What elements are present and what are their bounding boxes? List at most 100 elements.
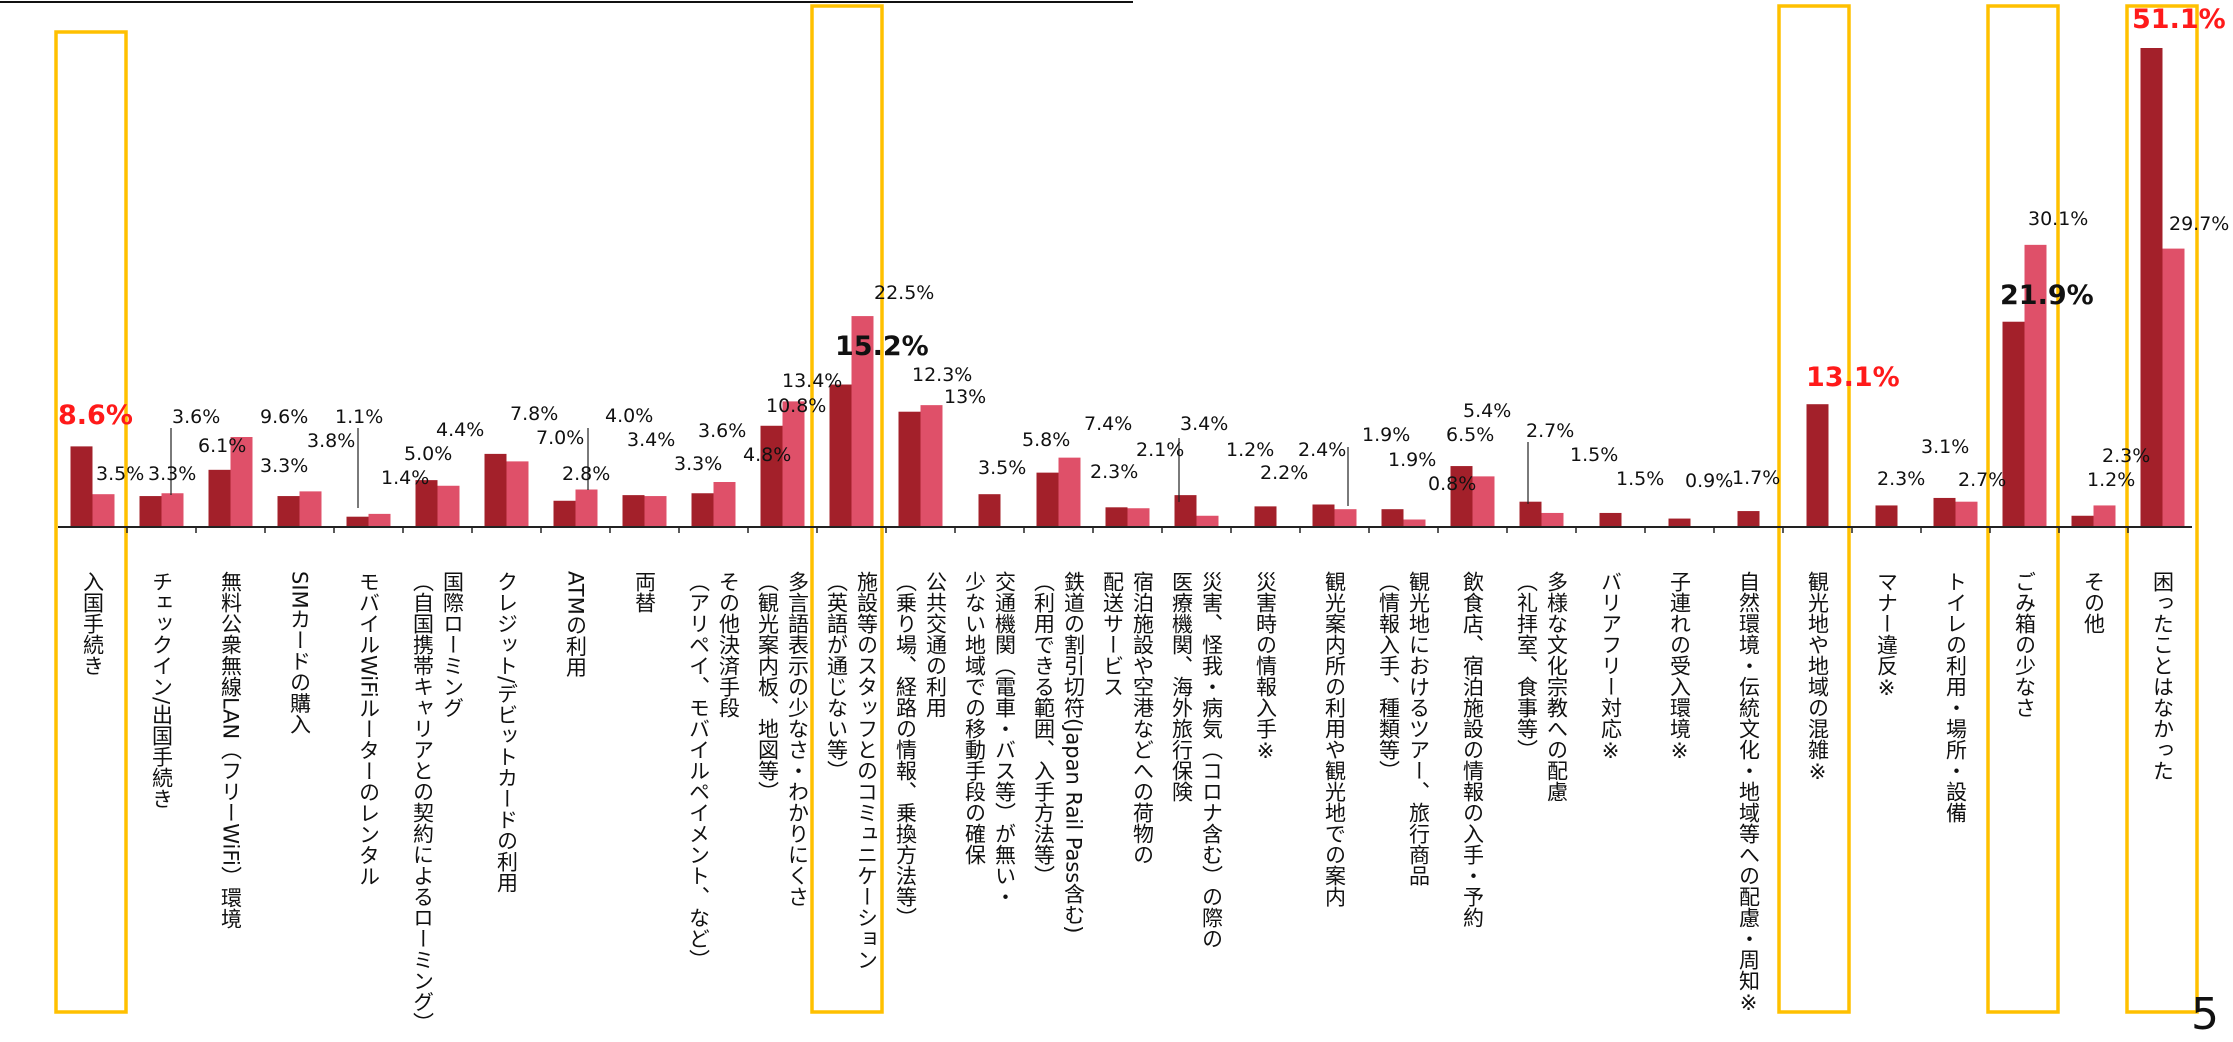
category-label: 災害時の情報入手※ [1254,571,1278,763]
category-label: 配送サービス [1101,571,1125,697]
category-label: ごみ箱の少なさ [2013,571,2037,718]
data-label: 4.0% [605,405,653,427]
data-label: 0.9% [1685,470,1733,492]
data-label: 3.3% [148,463,196,485]
bar [1381,509,1404,527]
bar [920,405,943,527]
bar [230,437,253,527]
category-label: 医療機関、海外旅行保険 [1170,571,1194,802]
data-label: 3.4% [1180,413,1228,435]
data-label: 3.6% [698,420,746,442]
data-label: 10.8% [766,395,826,417]
data-label: 6.1% [198,435,246,457]
data-label: 12.3% [912,364,972,386]
data-label: 2.3% [1877,468,1925,490]
bar [644,496,667,527]
data-label: 22.5% [874,282,934,304]
data-label: 2.3% [2102,445,2150,467]
bar [368,513,391,527]
category-label: 交通機関（電車・バス等）が無い・ [993,571,1017,907]
data-label: 2.7% [1526,420,1574,442]
data-label: 1.5% [1616,468,1664,490]
highlight-frame [54,30,128,1014]
bar [346,516,369,527]
data-label: 5.4% [1463,400,1511,422]
data-label: 13% [944,386,986,408]
category-label: 少ない地域での移動手段の確保 [963,571,987,865]
data-label: 29.7% [2169,213,2229,235]
data-label: 3.3% [260,455,308,477]
bar [1599,512,1622,527]
category-label: （乗り場、経路の情報、乗換方法等） [894,571,918,928]
bar [1519,501,1542,527]
data-label: 2.4% [1298,439,1346,461]
bar [1174,495,1197,527]
data-label: 2.1% [1136,439,1184,461]
bar [1806,404,1829,527]
data-label: 2.2% [1260,462,1308,484]
data-label: 2.7% [1958,469,2006,491]
category-label: 観光案内所の利用や観光地での案内 [1323,571,1347,907]
category-label: 子連れの受入環境※ [1668,571,1692,763]
data-label: 3.3% [674,453,722,475]
bar [1541,512,1564,527]
category-label: その他決済手段 [717,571,741,718]
data-label: 1.2% [2087,469,2135,491]
bar [1933,497,1956,527]
category-label: バリアフリー対応※ [1599,571,1623,763]
bar [484,453,507,527]
bar [1450,466,1473,527]
data-label: 1.9% [1362,424,1410,446]
data-label: 2.3% [1090,461,1138,483]
data-label: 2.8% [562,463,610,485]
data-labels: 8.6%3.5% 3.3%3.6%6.1%9.6%3.3%3.8%1.1%1.4%… [58,4,2229,495]
data-label: 1.1% [335,406,383,428]
bar [415,480,438,527]
page-number: 5 [2191,989,2219,1040]
category-label: 公共交通の利用 [924,571,948,718]
bar [1127,508,1150,527]
data-label: 3.5% [96,463,144,485]
category-label: トイレの利用・場所・設備 [1944,571,1968,823]
category-label: 国際ローミング [441,571,465,718]
bar [2093,505,2116,527]
category-label: （情報入手、種類等） [1377,571,1401,781]
bar [2162,248,2185,528]
bar [1105,507,1128,527]
bar [1737,511,1760,527]
bar [2071,515,2094,527]
data-label: 1.2% [1226,439,1274,461]
data-label: 0.8% [1428,473,1476,495]
bar [622,495,645,527]
bar [691,493,714,527]
data-label: 3.1% [1921,436,1969,458]
x-axis-ticks [126,527,2129,533]
category-label: 災害、怪我・病気（コロナ含む）の際の [1200,571,1224,949]
category-label: 宿泊施設や空港などへの荷物の [1131,571,1155,865]
category-label: モバイルWiFiルーターのレンタル [357,571,381,887]
data-label: 1.4% [381,467,429,489]
bar [161,493,184,527]
data-label: 7.8% [510,403,558,425]
bar [1058,457,1081,527]
data-label: 1.5% [1570,444,1618,466]
data-label: 6.5% [1446,424,1494,446]
bar [1312,504,1335,527]
bar [208,469,231,527]
data-label: 3.5% [978,457,1026,479]
bar [1668,518,1691,527]
data-label: 4.8% [743,444,791,466]
bar [506,461,529,527]
highlight-frame [2125,4,2199,1014]
bar [851,316,874,527]
bar [553,500,576,527]
highlight-frame [1986,4,2060,1014]
data-label: 1.7% [1732,467,1780,489]
bar [829,384,852,527]
bar [1334,509,1357,527]
data-label: 51.1% [2132,4,2226,35]
bar [1403,519,1426,527]
category-label: （英語が通じない等） [825,571,849,781]
category-label: （利用できる範囲、入手方法等） [1032,571,1056,886]
